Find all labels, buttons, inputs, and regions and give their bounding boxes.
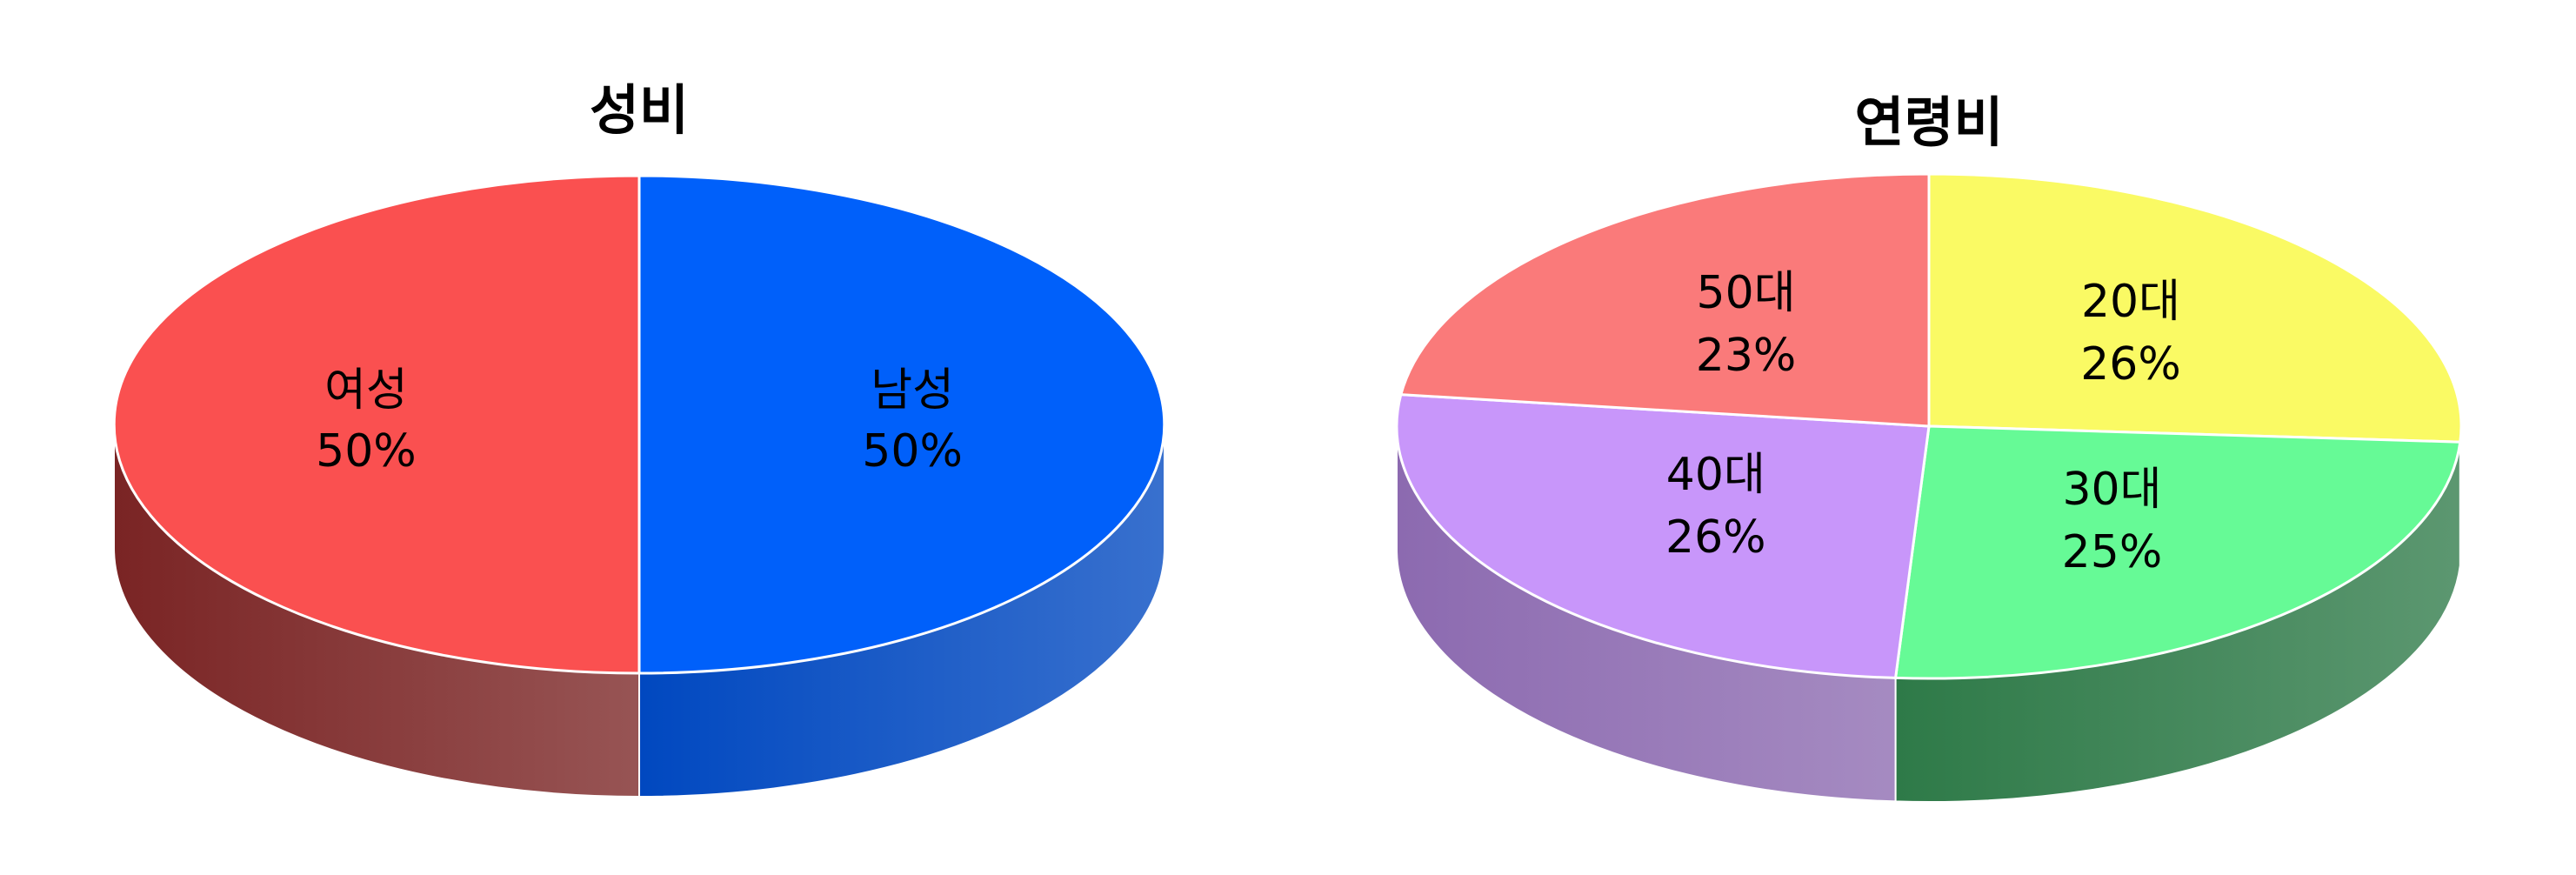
slice-percent-label: 23%: [1696, 330, 1797, 382]
slice-percent-label: 50%: [316, 425, 417, 478]
slice-category-label: 여성: [324, 364, 408, 417]
slice-category-label: 40대: [1666, 449, 1765, 501]
slice-percent-label: 25%: [2062, 526, 2163, 578]
pie-slice-3: [1398, 172, 1931, 428]
slice-category-label: 남성: [871, 364, 954, 417]
pie-slice-1: [1893, 424, 2462, 680]
pie-slice-0: [637, 174, 1166, 675]
chart-title: 연령비: [1854, 90, 2003, 154]
age-ratio-pie-chart: 연령비 20대 26% 30대 25% 40대 26% 50대 23%: [1395, 90, 2463, 803]
slice-percent-label: 26%: [2080, 338, 2181, 391]
chart-title: 성비: [590, 78, 689, 142]
pie-slice-2: [1395, 393, 1931, 679]
pie-slice-1: [112, 174, 641, 675]
slice-category-label: 50대: [1697, 267, 1796, 319]
slice-percent-label: 26%: [1665, 511, 1766, 564]
slice-category-label: 20대: [2081, 276, 2180, 328]
pie-slice-0: [1927, 172, 2463, 444]
slice-category-label: 30대: [2062, 464, 2161, 516]
slice-percent-label: 50%: [862, 425, 963, 478]
gender-ratio-pie-chart: 성비 남성 50% 여성 50%: [112, 78, 1166, 798]
